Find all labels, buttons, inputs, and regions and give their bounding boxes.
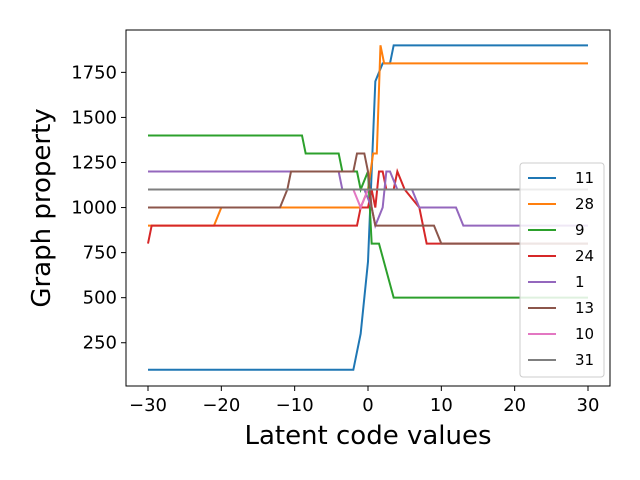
- legend-box: [519, 162, 605, 378]
- y-tick-label: 750: [83, 243, 117, 264]
- legend-label-10: 10: [575, 325, 594, 343]
- x-tick-label: 30: [577, 395, 600, 416]
- series-line-11: [148, 44, 588, 371]
- legend-label-11: 11: [575, 169, 594, 187]
- y-axis: 250 500 750 1000 1250 1500 1750: [71, 62, 126, 354]
- y-tick-label: 500: [83, 288, 117, 309]
- y-tick-label: 1000: [71, 198, 117, 219]
- x-tick-label: −10: [276, 395, 314, 416]
- x-tick-label: 20: [503, 395, 526, 416]
- legend-label-24: 24: [575, 247, 594, 265]
- x-tick-label: 0: [362, 395, 373, 416]
- series-line-28: [148, 45, 588, 227]
- legend-label-31: 31: [575, 351, 594, 369]
- y-tick-label: 1750: [71, 62, 117, 83]
- legend-label-28: 28: [575, 195, 594, 213]
- x-tick-label: −30: [129, 395, 167, 416]
- legend-label-13: 13: [575, 299, 594, 317]
- y-tick-label: 1250: [71, 152, 117, 173]
- y-axis-label: Graph property: [27, 108, 57, 307]
- x-axis: −30 −20 −10 0 10 20 30: [129, 386, 599, 416]
- series-line-24: [147, 168, 588, 245]
- legend: 11 28 9 24 1 13 10 31: [519, 162, 605, 378]
- series-line-9: [148, 134, 588, 299]
- plot-lines: [147, 44, 588, 371]
- x-axis-label: Latent code values: [244, 421, 491, 451]
- y-tick-label: 1500: [71, 107, 117, 128]
- legend-label-1: 1: [575, 273, 585, 291]
- legend-label-9: 9: [575, 221, 585, 239]
- x-tick-label: −20: [202, 395, 240, 416]
- x-tick-label: 10: [430, 395, 453, 416]
- y-tick-label: 250: [83, 333, 117, 354]
